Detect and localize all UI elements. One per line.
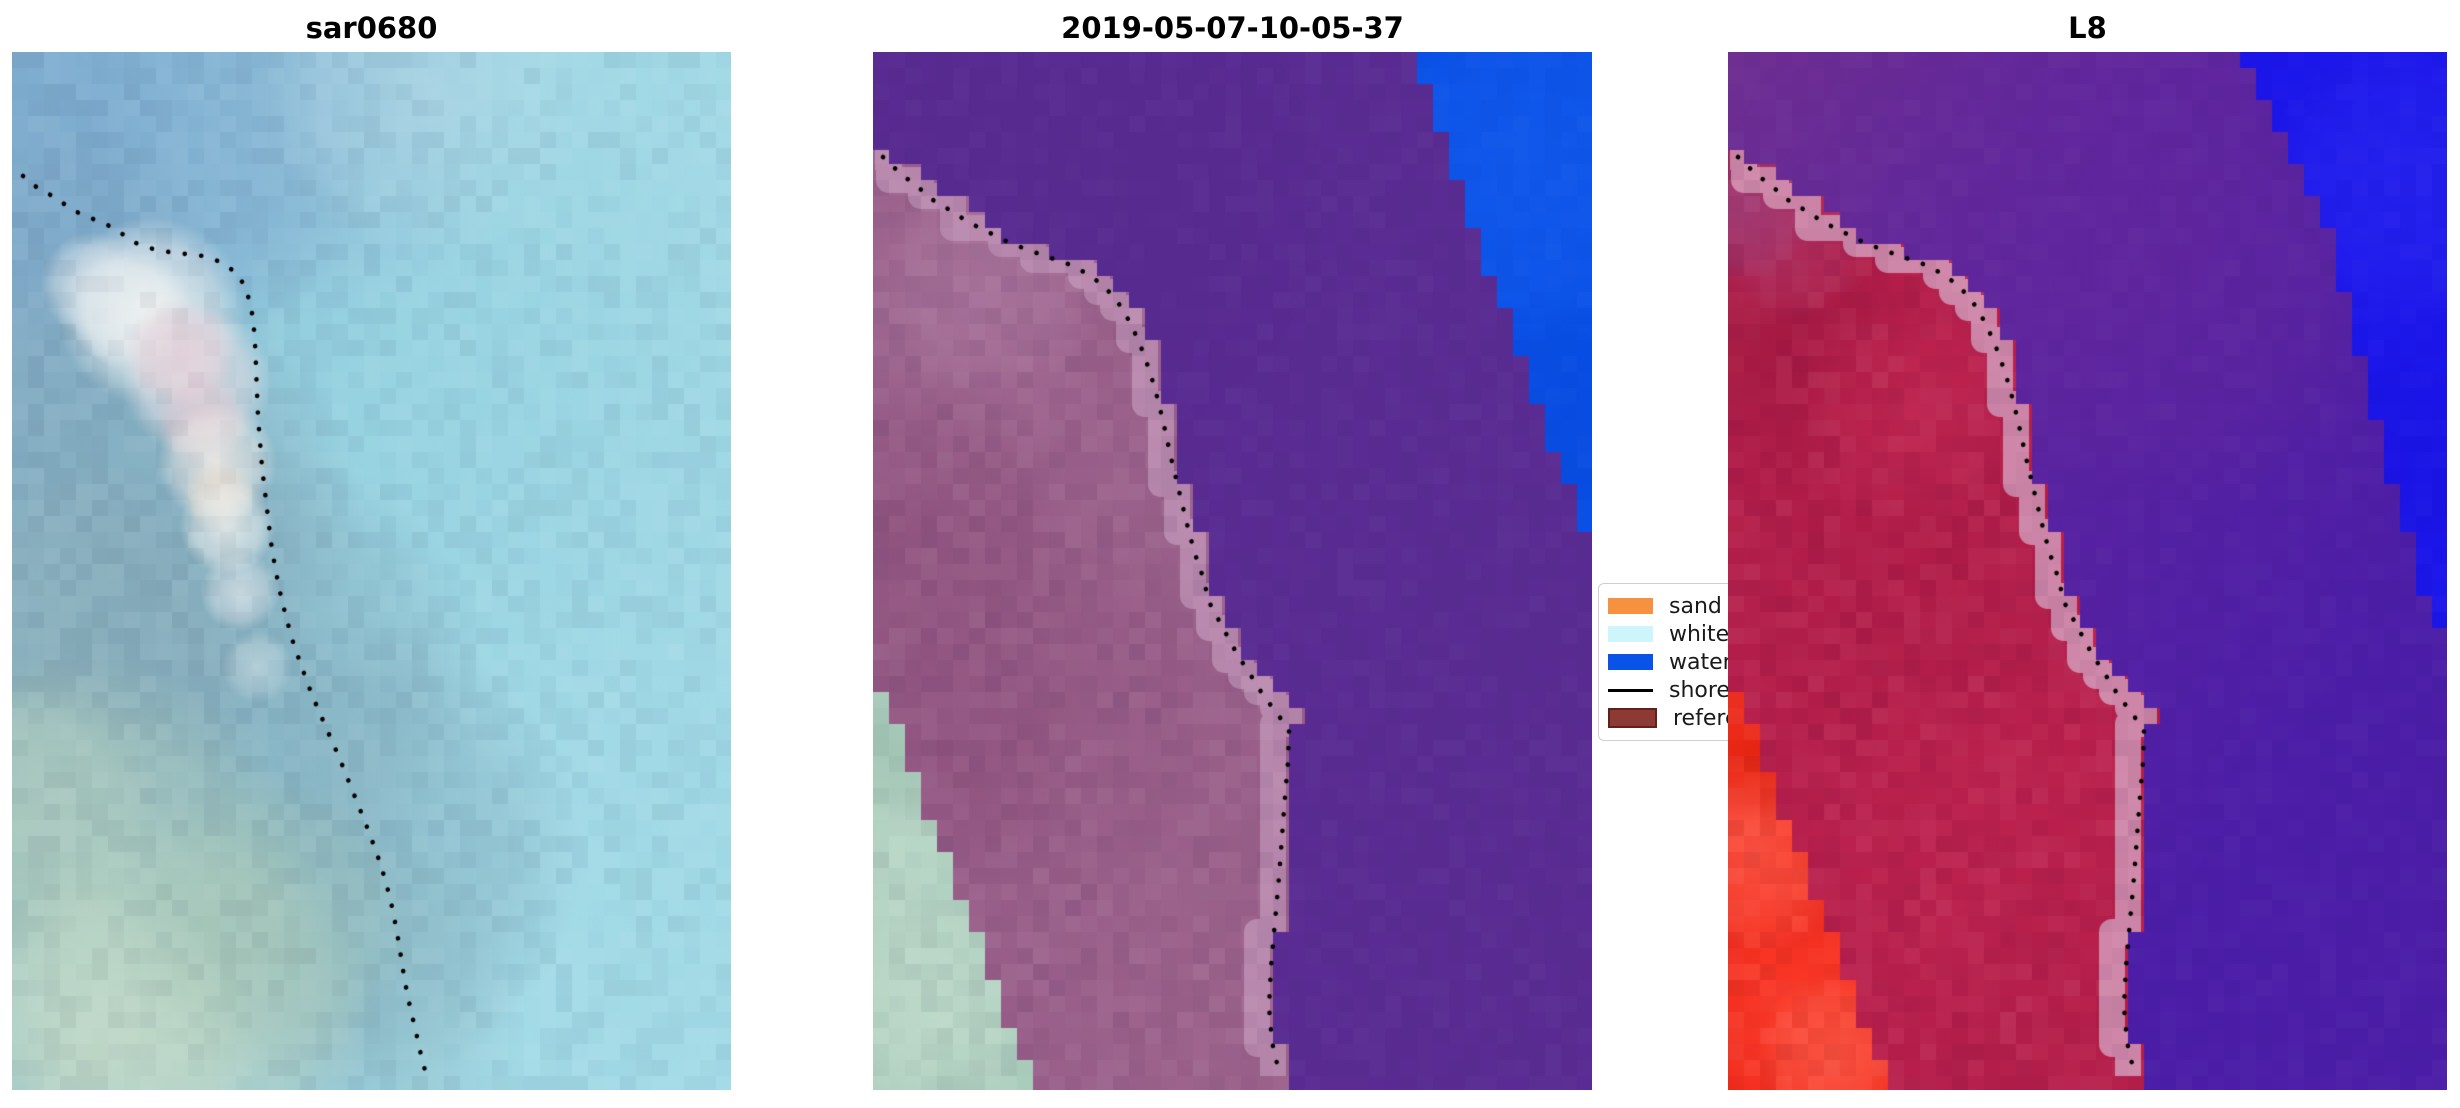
reference-swatch [1608,708,1657,728]
panel-title-sar0680: sar0680 [305,11,438,45]
legend-row-water: water [1608,649,1807,675]
legend-row-sand: sand [1608,593,1807,619]
water-swatch [1608,654,1653,670]
panel-title-l8: L8 [2068,11,2107,45]
panel-image-l8 [1728,52,2447,1090]
legend-label-water: water [1669,649,1732,675]
panel-image-sar0680 [12,52,731,1090]
panel-title-date: 2019-05-07-10-05-37 [1061,11,1404,45]
panel-image-classified [873,52,1592,1090]
shoreline-line-swatch [1608,688,1653,692]
legend-label-sand: sand [1669,593,1722,619]
sand-swatch [1608,598,1653,614]
whitewater-swatch [1608,626,1653,642]
